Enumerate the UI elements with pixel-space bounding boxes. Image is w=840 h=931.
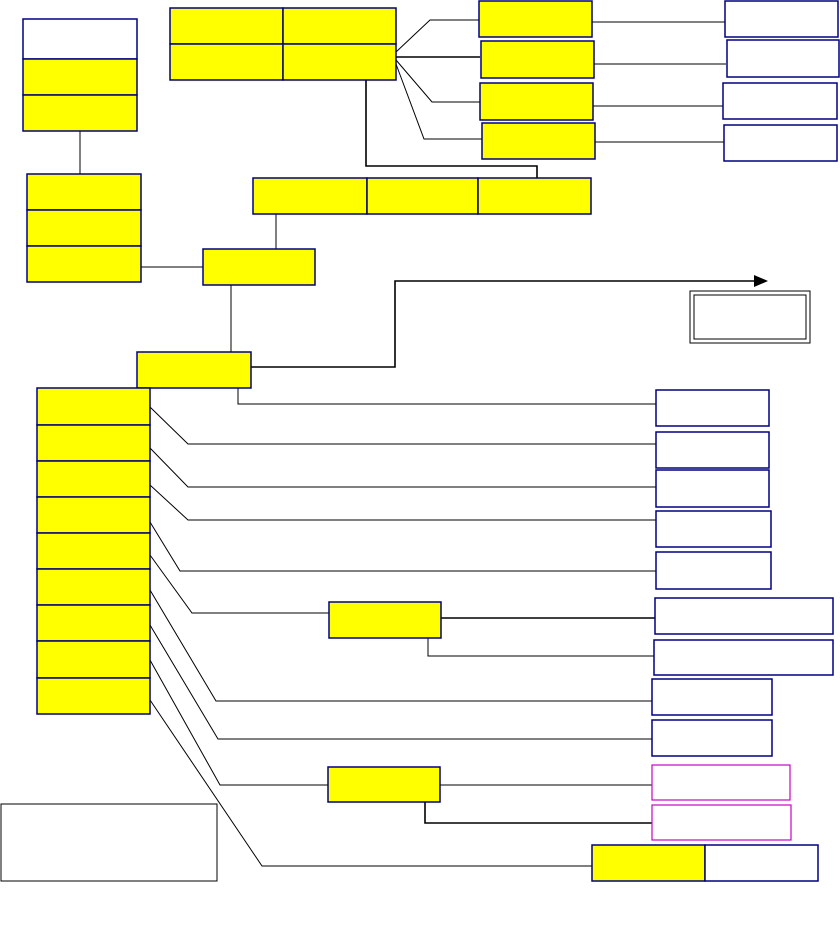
connectors bbox=[79, 19, 768, 867]
boxes bbox=[0, 0, 840, 882]
arrowhead bbox=[754, 275, 768, 287]
